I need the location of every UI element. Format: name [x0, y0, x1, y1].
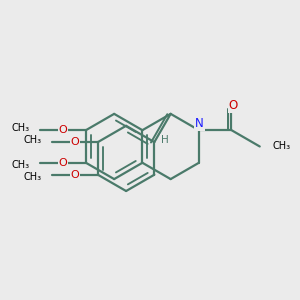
Text: CH₃: CH₃ — [24, 135, 42, 145]
Text: CH₃: CH₃ — [12, 123, 30, 133]
Text: CH₃: CH₃ — [12, 160, 30, 170]
Text: O: O — [59, 125, 68, 135]
Text: O: O — [71, 170, 80, 180]
Text: H: H — [161, 135, 169, 145]
Text: O: O — [59, 158, 68, 168]
Text: CH₃: CH₃ — [24, 172, 42, 182]
Text: O: O — [71, 137, 80, 147]
Text: O: O — [229, 99, 238, 112]
Text: N: N — [195, 117, 204, 130]
Text: CH₃: CH₃ — [273, 142, 291, 152]
